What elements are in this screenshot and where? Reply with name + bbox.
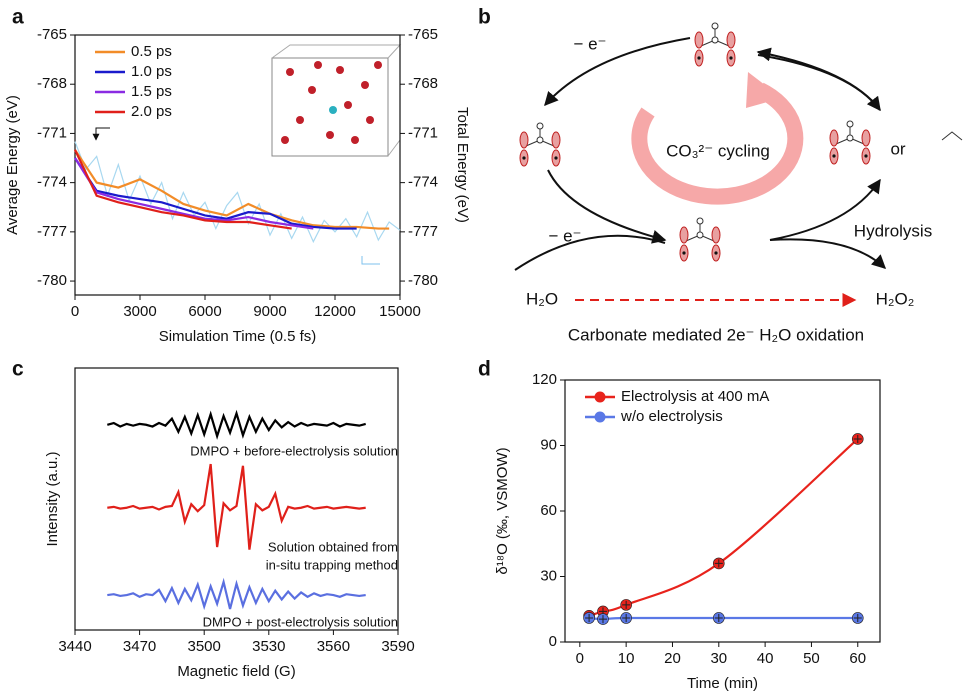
or-label: or xyxy=(890,139,905,158)
annotation: DMPO + post-electrolysis solution xyxy=(203,614,398,629)
x-axis-label: Time (min) xyxy=(687,675,758,691)
x-tick-label: 0 xyxy=(71,303,79,320)
x-tick-label: 3440 xyxy=(58,638,91,655)
point-cross xyxy=(853,613,862,622)
legend-label: 1.0 ps xyxy=(131,63,172,80)
electron-label: − e⁻ xyxy=(548,226,581,245)
axis-arrow xyxy=(92,127,110,141)
panel-label: c xyxy=(12,358,24,381)
y-axis-label: δ¹⁸O (‰, VSMOW) xyxy=(494,447,511,574)
diagram xyxy=(514,22,963,307)
y-tick-label: -771 xyxy=(37,124,67,141)
x-tick-label: 40 xyxy=(757,650,774,667)
annotation: Solution obtained from xyxy=(268,539,398,554)
plot-frame xyxy=(74,367,399,631)
y2-tick-label: -774 xyxy=(408,174,438,191)
legend-marker xyxy=(594,411,606,423)
point-cross xyxy=(585,613,594,622)
point-cross xyxy=(853,434,862,443)
legend-marker xyxy=(594,391,606,403)
y-tick-label: 30 xyxy=(540,567,557,584)
x-tick-label: 12000 xyxy=(314,303,356,320)
series-line xyxy=(74,149,292,230)
legend-label: 2.0 ps xyxy=(131,103,172,120)
y2-tick-label: -765 xyxy=(408,26,438,43)
electron-label: − e⁻ xyxy=(573,34,606,53)
point-cross xyxy=(598,615,607,624)
x-tick-label: 3000 xyxy=(123,303,156,320)
x-tick-label: 3470 xyxy=(123,638,156,655)
y2-tick-label: -780 xyxy=(408,272,438,289)
hydrolysis-label: Hydrolysis xyxy=(854,221,932,240)
y-tick-label: -765 xyxy=(37,26,67,43)
y-tick-label: 0 xyxy=(549,633,557,650)
x-tick-label: 60 xyxy=(849,650,866,667)
inset-structure xyxy=(271,44,402,157)
panel-label: d xyxy=(478,358,491,381)
annotation: in-situ trapping method xyxy=(266,557,398,572)
x-tick-label: 30 xyxy=(710,650,727,667)
series-line xyxy=(107,463,366,550)
point-cross xyxy=(714,613,723,622)
x-tick-label: 0 xyxy=(576,650,584,667)
reactant: H₂O xyxy=(526,289,558,308)
x-tick-label: 3500 xyxy=(188,638,221,655)
legend-label: w/o electrolysis xyxy=(620,408,723,425)
legend-label: 0.5 ps xyxy=(131,43,172,60)
series-line xyxy=(107,409,366,440)
panel-label: a xyxy=(12,6,24,29)
x-axis-label: Magnetic field (G) xyxy=(177,663,295,680)
y2-axis-label: Total Energy (eV) xyxy=(454,107,471,223)
y-tick-label: 120 xyxy=(532,371,557,388)
point-cross xyxy=(714,559,723,568)
x-tick-label: 15000 xyxy=(379,303,421,320)
legend-label: Electrolysis at 400 mA xyxy=(621,388,769,405)
panel-label: b xyxy=(478,6,491,29)
series-line xyxy=(74,149,390,230)
y-tick-label: -774 xyxy=(37,174,67,191)
fit-line xyxy=(588,438,859,617)
series-line xyxy=(74,157,314,230)
series-line xyxy=(107,577,366,611)
x-tick-label: 3560 xyxy=(317,638,350,655)
y2-tick-label: -777 xyxy=(408,223,438,240)
product: H₂O₂ xyxy=(876,289,915,308)
axis-arrow xyxy=(361,256,380,265)
y-tick-label: -777 xyxy=(37,223,67,240)
point-cross xyxy=(622,613,631,622)
y-tick-label: 60 xyxy=(540,502,557,519)
y-tick-label: 90 xyxy=(540,436,557,453)
y-axis-label: Intensity (a.u.) xyxy=(44,451,61,546)
x-tick-label: 9000 xyxy=(253,303,286,320)
annotation: DMPO + before-electrolysis solution xyxy=(190,443,398,458)
x-tick-label: 10 xyxy=(618,650,635,667)
x-tick-label: 3530 xyxy=(252,638,285,655)
y2-tick-label: -771 xyxy=(408,124,438,141)
legend-label: 1.5 ps xyxy=(131,83,172,100)
x-tick-label: 3590 xyxy=(381,638,414,655)
x-axis-label: Simulation Time (0.5 fs) xyxy=(159,328,317,345)
y2-tick-label: -768 xyxy=(408,75,438,92)
x-tick-label: 50 xyxy=(803,650,820,667)
y-axis-label: Average Energy (eV) xyxy=(4,95,21,235)
y-tick-label: -768 xyxy=(37,75,67,92)
point-cross xyxy=(622,600,631,609)
x-tick-label: 6000 xyxy=(188,303,221,320)
plot-frame xyxy=(74,34,401,296)
x-tick-label: 20 xyxy=(664,650,681,667)
cycle-label: CO₃²⁻ cycling xyxy=(666,141,770,160)
y-tick-label: -780 xyxy=(37,272,67,289)
caption: Carbonate mediated 2e⁻ H₂O oxidation xyxy=(568,325,864,344)
series-line xyxy=(74,157,357,230)
